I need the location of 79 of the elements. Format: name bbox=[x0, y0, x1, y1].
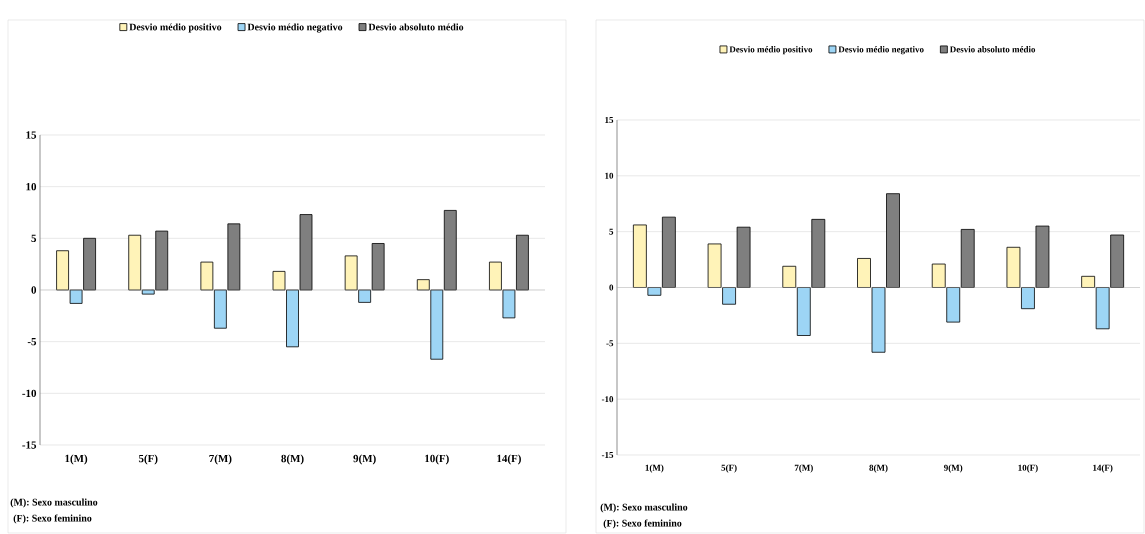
bar bbox=[344, 255, 358, 291]
bar bbox=[632, 224, 647, 288]
bar bbox=[286, 289, 299, 348]
bar bbox=[83, 237, 96, 291]
y-tick-label: -10 bbox=[601, 396, 614, 403]
bar bbox=[416, 279, 430, 291]
bar bbox=[56, 250, 69, 291]
bar bbox=[227, 223, 241, 291]
bar bbox=[516, 234, 529, 291]
bar bbox=[443, 210, 457, 291]
bar bbox=[1021, 287, 1035, 310]
bar bbox=[931, 263, 946, 288]
y-tick-label: 15 bbox=[605, 116, 614, 123]
y-tick-label: 15 bbox=[26, 131, 37, 139]
bar bbox=[502, 289, 516, 319]
bar bbox=[796, 287, 811, 336]
bar bbox=[782, 265, 797, 288]
bar bbox=[736, 226, 751, 288]
x-tick-label: 5(F) bbox=[721, 464, 737, 473]
y-tick-label: 10 bbox=[605, 172, 614, 179]
legend-label: Desvio médio positivo bbox=[729, 46, 813, 55]
y-tick-label: 5 bbox=[31, 234, 37, 242]
legend-label: Desvio absoluto médio bbox=[368, 23, 464, 31]
y-tick-label: 5 bbox=[609, 228, 614, 235]
bar bbox=[299, 214, 313, 291]
bar bbox=[213, 289, 227, 329]
bar bbox=[707, 243, 722, 288]
bar bbox=[371, 243, 385, 291]
x-tick-label: 7(M) bbox=[209, 454, 232, 465]
bar bbox=[200, 261, 214, 291]
bar bbox=[661, 216, 676, 288]
bar bbox=[946, 287, 961, 323]
bar bbox=[1006, 246, 1021, 288]
y-tick-label: -15 bbox=[601, 451, 614, 458]
x-tick-label: 8(M) bbox=[869, 464, 888, 473]
legend-label: Desvio médio negativo bbox=[247, 23, 343, 33]
bar bbox=[489, 261, 502, 291]
bar bbox=[272, 270, 286, 291]
y-tick-label: -15 bbox=[22, 441, 37, 449]
legend-label: Desvio absoluto médio bbox=[949, 46, 1036, 53]
y-tick-label: 10 bbox=[26, 182, 37, 191]
x-tick-label: 8(M) bbox=[281, 454, 304, 465]
bar bbox=[69, 289, 83, 304]
x-tick-label: 10(F) bbox=[1018, 464, 1038, 473]
bar bbox=[857, 258, 871, 288]
x-tick-label: 5(F) bbox=[138, 454, 158, 465]
bar bbox=[871, 287, 886, 353]
legend-label: Desvio médio positivo bbox=[129, 23, 222, 33]
bar bbox=[430, 289, 444, 360]
bar bbox=[811, 218, 826, 288]
x-tick-label: 9(M) bbox=[353, 454, 376, 465]
x-tick-label: 14(F) bbox=[1093, 464, 1113, 473]
y-tick-label: 0 bbox=[609, 284, 614, 291]
bar bbox=[886, 193, 900, 288]
y-tick-label: -5 bbox=[606, 340, 614, 347]
x-tick-label: 9(M) bbox=[944, 464, 963, 473]
text: (M): Sexo masculino bbox=[10, 498, 98, 508]
text: (M): Sexo masculino bbox=[600, 503, 688, 513]
x-tick-label: 10(F) bbox=[425, 454, 449, 465]
bar bbox=[155, 230, 169, 291]
y-tick-label: -10 bbox=[22, 389, 37, 398]
bar bbox=[128, 234, 142, 291]
bar bbox=[647, 287, 662, 296]
bar bbox=[358, 289, 372, 303]
x-tick-label: 14(F) bbox=[497, 454, 521, 465]
bar bbox=[1035, 225, 1050, 288]
text: (F): Sexo feminino bbox=[13, 514, 92, 524]
bar bbox=[960, 229, 975, 288]
y-tick-label: 0 bbox=[31, 286, 37, 294]
legend-label: Desvio médio negativo bbox=[838, 46, 924, 55]
bar bbox=[722, 287, 736, 305]
x-tick-label: 1(M) bbox=[645, 464, 664, 473]
bar bbox=[1095, 287, 1110, 330]
bar bbox=[1110, 234, 1125, 288]
y-tick-label: -5 bbox=[27, 338, 37, 346]
x-tick-label: 1(M) bbox=[65, 454, 88, 465]
x-tick-label: 7(M) bbox=[794, 464, 813, 473]
text: (F): Sexo feminino bbox=[603, 519, 682, 529]
bar bbox=[1081, 275, 1096, 288]
